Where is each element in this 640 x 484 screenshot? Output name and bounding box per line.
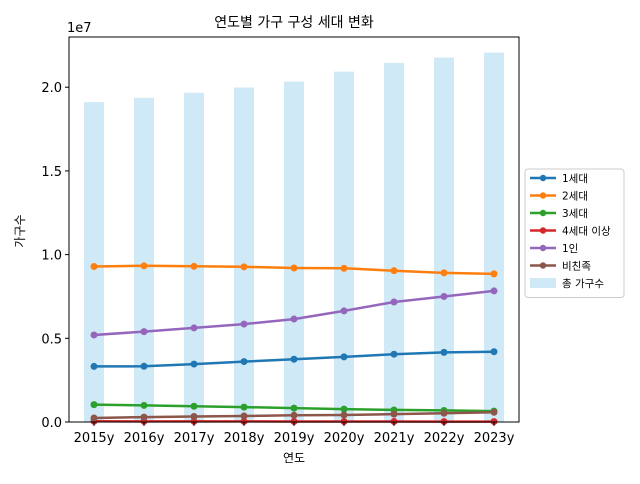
legend-marker <box>540 210 546 216</box>
legend-label: 2세대 <box>562 191 588 203</box>
series-point <box>241 263 248 270</box>
series-point <box>241 404 248 411</box>
bar-total-households <box>284 82 304 422</box>
y-tick-label: 0.5 <box>41 332 62 347</box>
series-point <box>391 411 398 418</box>
series-point <box>241 321 248 328</box>
bar-total-households <box>84 102 104 422</box>
series-point <box>291 405 298 412</box>
x-tick-label: 2018y <box>224 431 265 446</box>
series-point <box>491 409 498 416</box>
x-tick-label: 2017y <box>174 431 215 446</box>
x-axis-label: 연도 <box>283 451 305 465</box>
series-point <box>291 316 298 323</box>
series-point <box>241 412 248 419</box>
bar-total-households <box>134 98 154 422</box>
series-point <box>341 265 348 272</box>
series-point <box>191 361 198 368</box>
bar-total-households <box>234 88 254 422</box>
series-point <box>491 270 498 277</box>
series-point <box>241 358 248 365</box>
series-point <box>291 412 298 419</box>
series-point <box>341 353 348 360</box>
bar-total-households <box>334 72 354 422</box>
y-offset-label: 1e7 <box>67 21 92 36</box>
legend-label: 총 가구수 <box>562 278 604 290</box>
legend-marker <box>540 192 546 198</box>
y-tick-label: 2.0 <box>41 81 62 96</box>
legend-swatch <box>530 278 556 288</box>
bar-total-households <box>434 58 454 422</box>
series-point <box>91 331 98 338</box>
y-axis-label: 가구수 <box>13 214 27 247</box>
series-point <box>291 265 298 272</box>
series-point <box>141 414 148 421</box>
bar-total-households <box>384 63 404 422</box>
bar-total-households <box>184 93 204 422</box>
series-point <box>91 363 98 370</box>
series-point <box>141 402 148 409</box>
series-point <box>391 267 398 274</box>
series-point <box>191 324 198 331</box>
y-tick-label: 1.0 <box>41 249 62 264</box>
series-point <box>91 263 98 270</box>
x-tick-label: 2016y <box>124 431 165 446</box>
series-point <box>441 293 448 300</box>
bar-total-households <box>484 53 504 422</box>
series-point <box>341 411 348 418</box>
series-point <box>441 410 448 417</box>
series-point <box>391 298 398 305</box>
series-point <box>291 356 298 363</box>
y-tick-label: 0.0 <box>41 416 62 431</box>
series-point <box>491 348 498 355</box>
series-point <box>441 349 448 356</box>
legend-marker <box>540 227 546 233</box>
x-tick-label: 2022y <box>424 431 465 446</box>
legend-marker <box>540 262 546 268</box>
series-point <box>91 414 98 421</box>
legend-label: 비친족 <box>562 261 591 273</box>
series-point <box>91 401 98 408</box>
chart-title: 연도별 가구 구성 세대 변화 <box>214 15 374 31</box>
series-point <box>191 403 198 410</box>
series-point <box>141 328 148 335</box>
x-tick-label: 2020y <box>324 431 365 446</box>
legend-label: 4세대 이상 <box>562 226 611 238</box>
series-point <box>441 269 448 276</box>
series-point <box>391 351 398 358</box>
series-point <box>191 263 198 270</box>
legend-marker <box>540 245 546 251</box>
x-tick-label: 2019y <box>274 431 315 446</box>
series-point <box>491 287 498 294</box>
series-point <box>341 307 348 314</box>
x-tick-label: 2023y <box>474 431 515 446</box>
legend-label: 3세대 <box>562 208 588 220</box>
series-point <box>141 262 148 269</box>
legend-label: 1세대 <box>562 173 588 185</box>
series-point <box>191 413 198 420</box>
series-point <box>141 363 148 370</box>
y-tick-label: 1.5 <box>41 165 62 180</box>
legend-label: 1인 <box>562 243 578 255</box>
legend-marker <box>540 175 546 181</box>
x-tick-label: 2015y <box>74 431 115 446</box>
x-tick-label: 2021y <box>374 431 415 446</box>
